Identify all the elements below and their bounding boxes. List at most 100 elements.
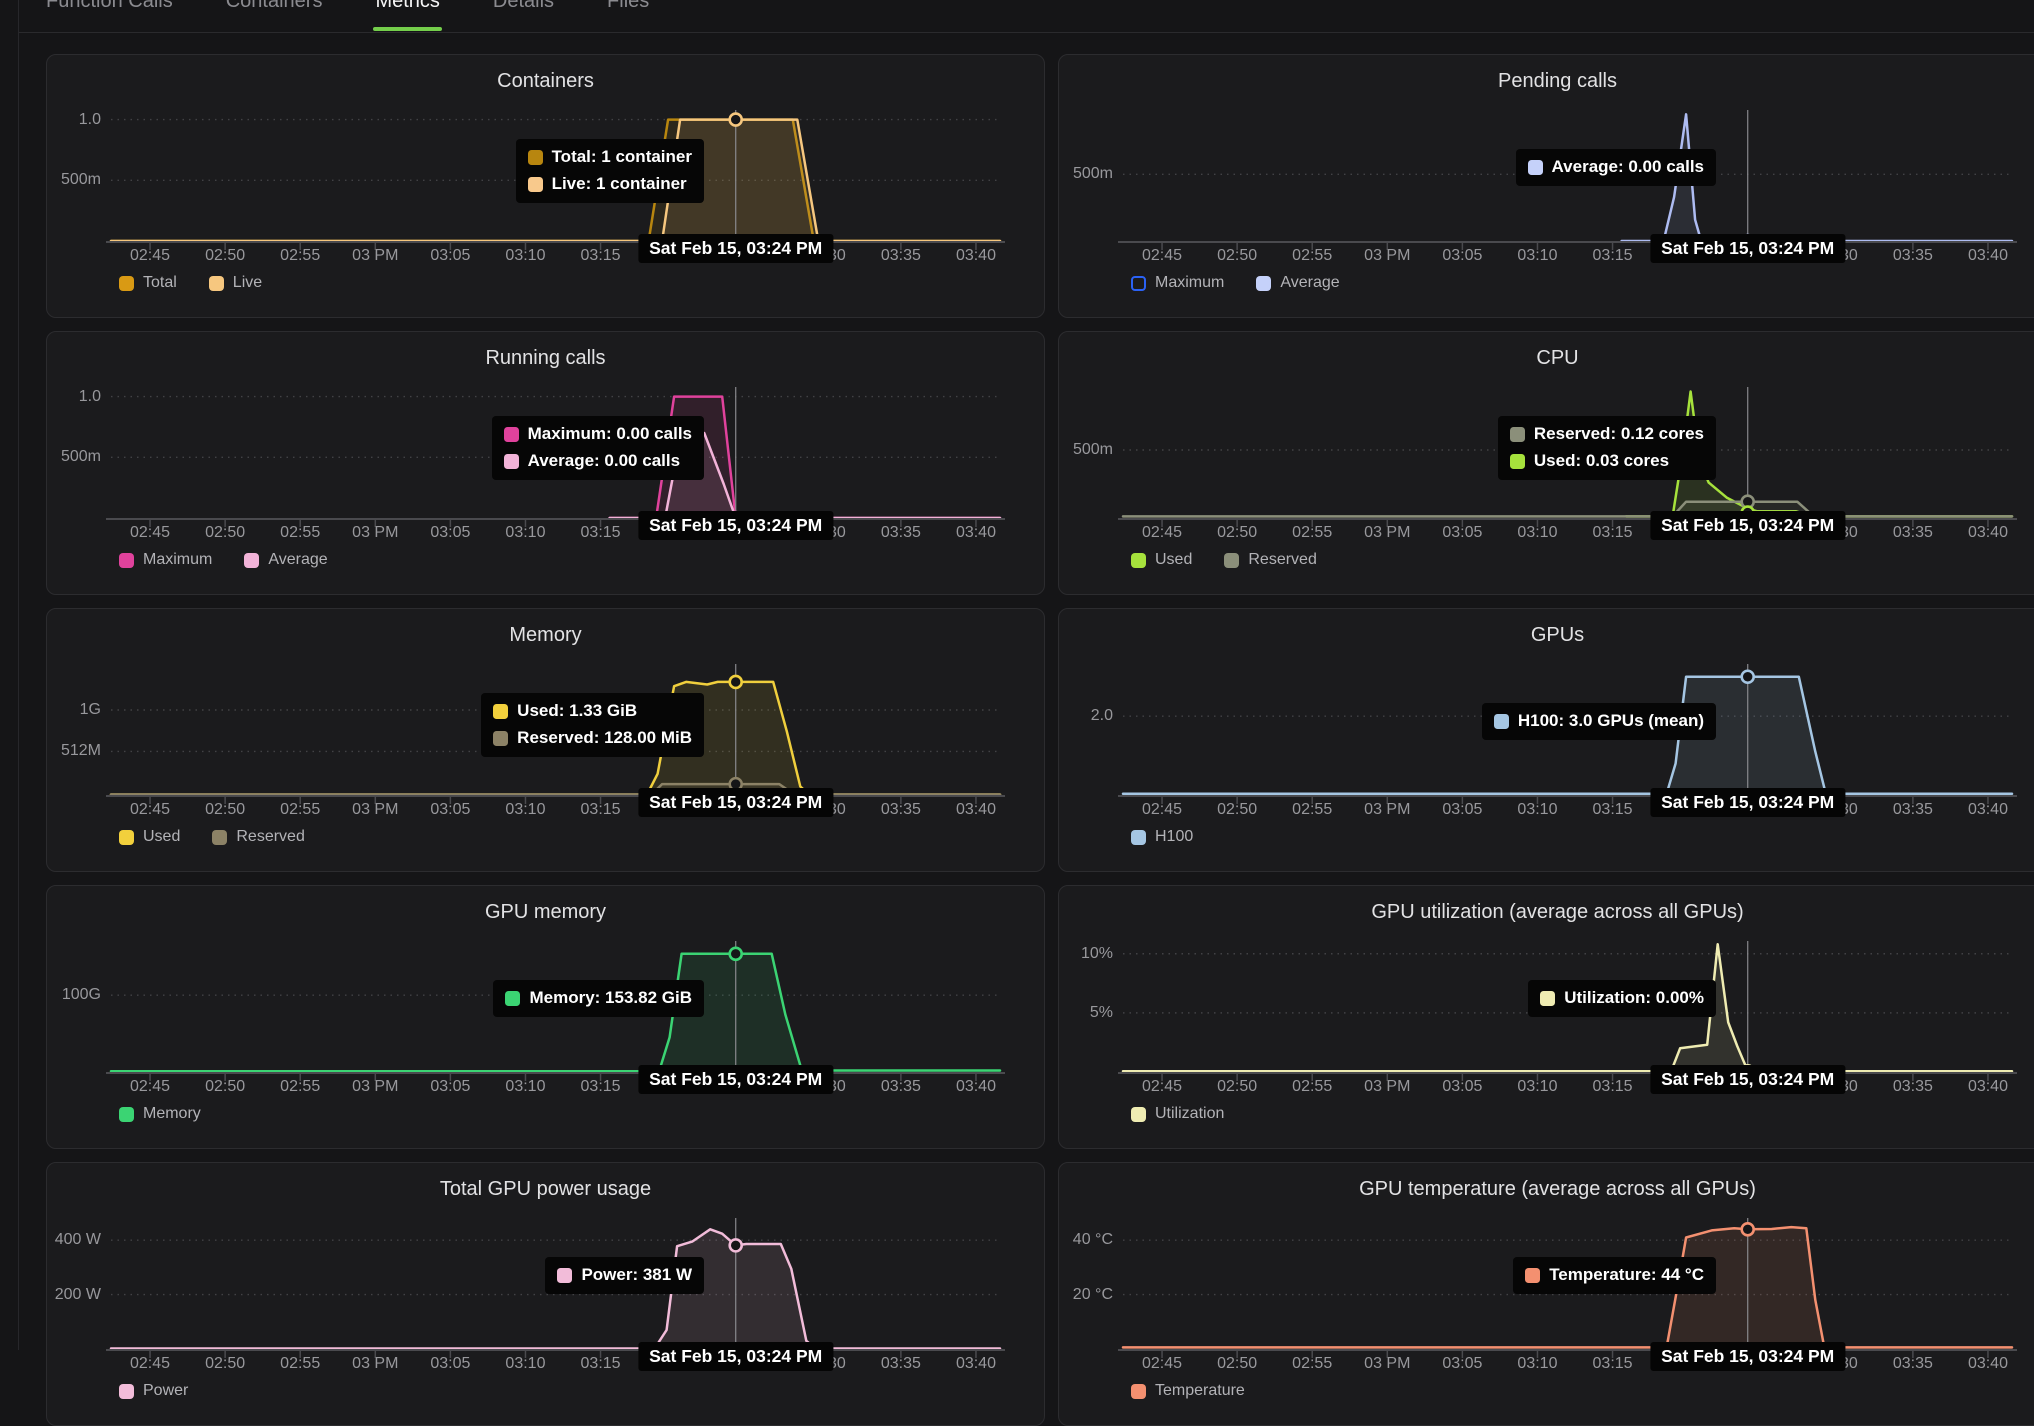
series-tooltip: Maximum: 0.00 calls Average: 0.00 calls xyxy=(491,416,704,480)
x-axis-label: 03:35 xyxy=(880,524,921,541)
legend-swatch-icon xyxy=(208,275,224,291)
x-axis-label: 02:45 xyxy=(130,801,171,818)
legend-label: Temperature xyxy=(1155,1382,1245,1399)
x-axis-label: 02:50 xyxy=(1217,1078,1258,1095)
x-axis-label: 03:10 xyxy=(505,801,546,818)
x-axis-label: 02:45 xyxy=(130,247,171,264)
x-axis-label: 03:05 xyxy=(430,1078,471,1095)
chart-legend: Temperature xyxy=(1131,1382,1245,1400)
tooltip-text: Used: 1.33 GiB xyxy=(517,701,638,720)
series-swatch-icon xyxy=(1527,159,1543,175)
legend-swatch-icon xyxy=(1256,275,1272,291)
legend-item-reserved[interactable]: Reserved xyxy=(212,828,305,846)
chart-title: GPU temperature (average across all GPUs… xyxy=(1359,1178,1756,1200)
x-axis-label: 03:05 xyxy=(1442,247,1483,264)
legend-item-average[interactable]: Average xyxy=(1256,274,1340,292)
chart-card-gpu-power: Total GPU power usage 400 W 200 W 02:45 02:5… xyxy=(46,1162,1045,1426)
legend-item-power[interactable]: Power xyxy=(119,1382,188,1400)
x-axis-label: 03:15 xyxy=(580,524,621,541)
chart-plot-containers[interactable] xyxy=(105,105,1012,255)
legend-item-used[interactable]: Used xyxy=(119,828,180,846)
crosshair-date-tooltip: Sat Feb 15, 03:24 PM xyxy=(638,511,834,540)
x-axis-label: 03:35 xyxy=(1892,801,1933,818)
x-axis-label: 03:35 xyxy=(880,801,921,818)
tab-files[interactable]: Files xyxy=(599,0,657,13)
x-axis-label: 03 PM xyxy=(352,247,399,264)
tab-bar: Function Calls Containers Metrics Details Fi… xyxy=(19,0,2034,33)
legend-item-temperature[interactable]: Temperature xyxy=(1131,1382,1245,1400)
y-axis-label: 200 W xyxy=(54,1285,101,1303)
chart-title: CPU xyxy=(1536,347,1579,369)
tab-metrics[interactable]: Metrics xyxy=(367,0,447,31)
chart-card-pending-calls: Pending calls 500m 02:45 02:50 02:55 03 PM 03:… xyxy=(1058,54,2034,318)
y-axis-label: 20 °C xyxy=(1072,1285,1113,1303)
x-axis-label: 03:40 xyxy=(1967,1355,2008,1372)
legend-label: Maximum xyxy=(1155,274,1225,291)
chart-card-containers: Containers 1.0 500m 02:45 02:50 02:55 03 PM 03:… xyxy=(46,54,1045,318)
legend-label: Reserved xyxy=(1248,551,1317,568)
chart-legend: Total Live xyxy=(119,274,262,292)
chart-legend: Utilization xyxy=(1131,1105,1224,1123)
legend-item-used[interactable]: Used xyxy=(1131,551,1192,569)
y-axis-label: 5% xyxy=(1089,1003,1113,1021)
x-axis-label: 03 PM xyxy=(1364,1078,1411,1095)
legend-item-maximum[interactable]: Maximum xyxy=(1131,274,1224,292)
chart-legend: Power xyxy=(119,1382,188,1400)
tab-label: Containers xyxy=(225,0,323,12)
tab-containers[interactable]: Containers xyxy=(218,0,331,13)
tooltip-line: Used: 0.03 cores xyxy=(1509,451,1704,471)
legend-item-maximum[interactable]: Maximum xyxy=(119,551,212,569)
legend-label: Average xyxy=(268,551,328,568)
chart-card-gpu-memory: GPU memory 100G 02:45 02:50 02:55 03 PM 03:05 0… xyxy=(46,885,1045,1149)
x-axis-label: 03 PM xyxy=(1364,247,1411,264)
x-axis-label: 03 PM xyxy=(352,801,399,818)
crosshair-date-tooltip: Sat Feb 15, 03:24 PM xyxy=(1650,1065,1846,1094)
legend-swatch-icon xyxy=(1131,829,1146,845)
series-swatch-icon xyxy=(557,1267,573,1283)
tooltip-line: Total: 1 container xyxy=(527,147,692,167)
x-axis-label: 03:15 xyxy=(580,247,621,264)
x-axis-label: 03:40 xyxy=(955,801,996,818)
x-axis-label: 03:35 xyxy=(1892,524,1933,541)
x-axis-label: 03:05 xyxy=(1442,1078,1483,1095)
x-axis-label: 03:35 xyxy=(880,247,921,264)
x-axis-label: 03:05 xyxy=(1442,801,1483,818)
tooltip-text: Average: 0.00 calls xyxy=(1551,157,1704,176)
x-axis-label: 02:45 xyxy=(1142,247,1183,264)
legend-item-average[interactable]: Average xyxy=(244,551,328,569)
legend-item-utilization[interactable]: Utilization xyxy=(1131,1105,1224,1123)
chart-title: Pending calls xyxy=(1498,70,1617,92)
series-tooltip: Power: 381 W xyxy=(545,1257,704,1294)
series-tooltip: Average: 0.00 calls xyxy=(1515,149,1716,186)
chart-card-cpu: CPU 500m 02:45 02:50 02:55 03 PM 03:05 03:10 03:… xyxy=(1058,331,2034,595)
x-axis-label: 03:10 xyxy=(1517,247,1558,264)
legend-item-total[interactable]: Total xyxy=(119,274,177,292)
legend-item-live[interactable]: Live xyxy=(208,274,262,292)
tooltip-line: Average: 0.00 calls xyxy=(1527,157,1704,177)
y-axis-label: 100G xyxy=(61,986,101,1004)
chart-title: Memory xyxy=(509,624,582,646)
x-axis-label: 03 PM xyxy=(1364,801,1411,818)
legend-label: Memory xyxy=(143,1105,201,1122)
chart-title: GPU memory xyxy=(484,901,607,923)
y-axis-label: 512M xyxy=(60,742,101,760)
x-axis-label: 02:55 xyxy=(280,1078,321,1095)
tooltip-line: Reserved: 128.00 MiB xyxy=(493,728,692,748)
tab-details[interactable]: Details xyxy=(485,0,562,13)
chart-legend: Used Reserved xyxy=(1131,551,1317,569)
x-axis-label: 02:55 xyxy=(280,524,321,541)
tooltip-text: Live: 1 container xyxy=(551,174,687,193)
x-axis-label: 03:10 xyxy=(1517,1078,1558,1095)
legend-swatch-icon xyxy=(119,829,134,845)
legend-swatch-icon xyxy=(244,552,260,568)
series-swatch-icon xyxy=(1525,1267,1541,1283)
legend-item-memory[interactable]: Memory xyxy=(119,1105,201,1123)
x-axis-label: 03 PM xyxy=(1364,524,1411,541)
legend-item-h100[interactable]: H100 xyxy=(1131,828,1193,846)
tab-label: Details xyxy=(492,0,555,12)
tab-function-calls[interactable]: Function Calls xyxy=(38,0,181,13)
tooltip-text: Utilization: 0.00% xyxy=(1564,988,1704,1007)
crosshair-date-tooltip: Sat Feb 15, 03:24 PM xyxy=(638,788,834,817)
legend-item-reserved[interactable]: Reserved xyxy=(1224,551,1317,569)
tooltip-text: H100: 3.0 GPUs (mean) xyxy=(1517,711,1704,730)
